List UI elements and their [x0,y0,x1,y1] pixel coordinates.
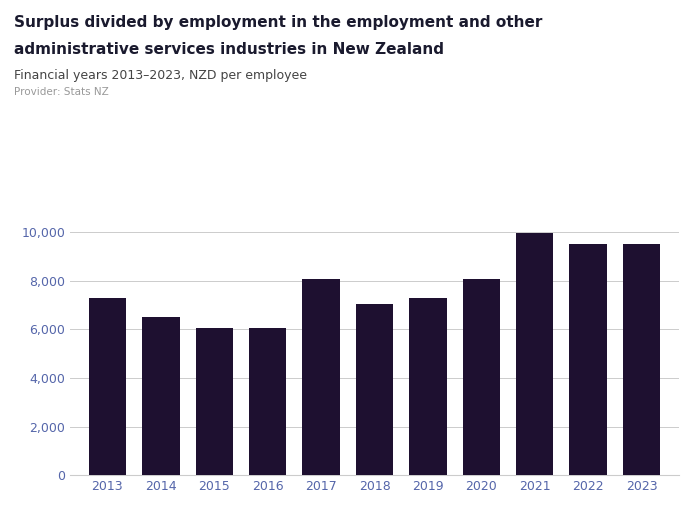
Bar [570,244,607,475]
Text: administrative services industries in New Zealand: administrative services industries in Ne… [14,42,444,57]
Bar [302,279,340,475]
Bar [89,298,126,475]
Bar [463,279,500,475]
Bar [623,244,660,475]
Text: Provider: Stats NZ: Provider: Stats NZ [14,87,108,97]
Bar [356,304,393,475]
Text: figure.nz: figure.nz [588,19,665,34]
Bar [249,328,286,475]
Bar [142,317,179,475]
Text: Financial years 2013–2023, NZD per employee: Financial years 2013–2023, NZD per emplo… [14,69,307,82]
Bar [516,233,554,475]
Bar [410,298,447,475]
Bar [195,328,233,475]
Text: Surplus divided by employment in the employment and other: Surplus divided by employment in the emp… [14,15,542,30]
